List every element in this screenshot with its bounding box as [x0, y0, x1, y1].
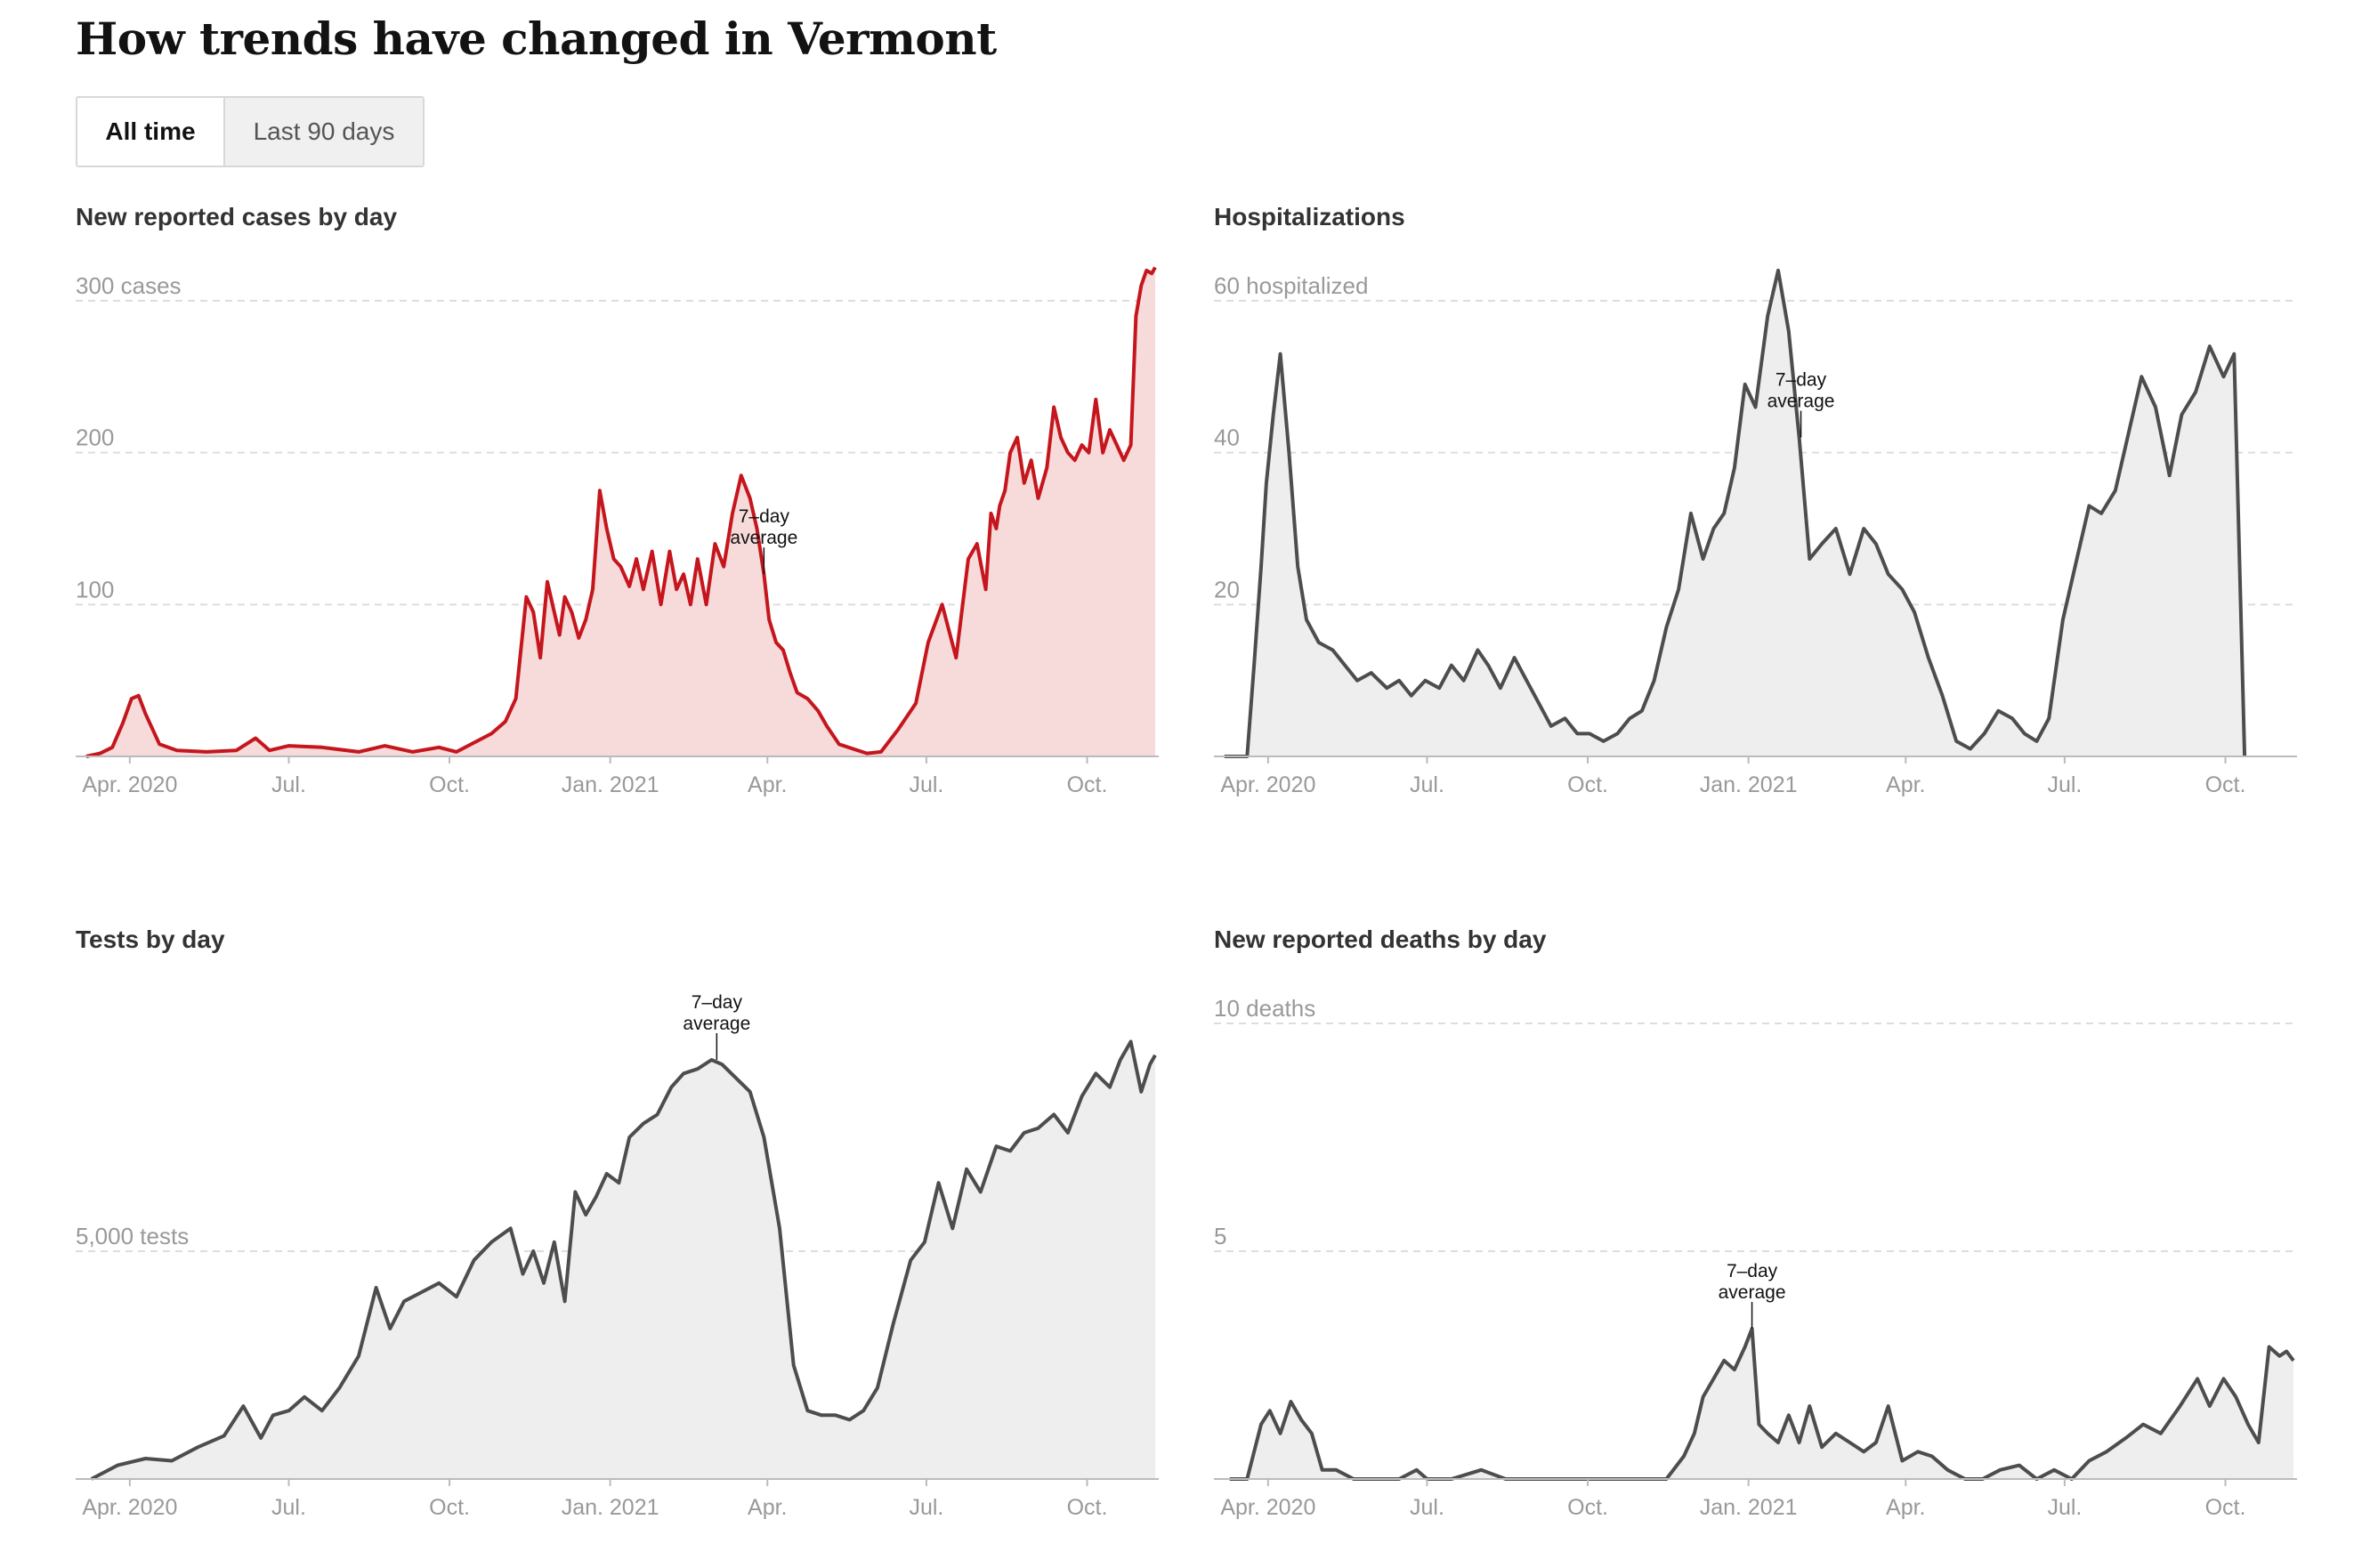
hospitalizations-area: [1224, 270, 2245, 756]
cases-chart-title: New reported cases by day: [76, 203, 398, 230]
deaths-annotation-label: average: [1719, 1282, 1786, 1303]
tests-x-tick-label: Jul.: [271, 1495, 306, 1520]
hospitalizations-chart-panel: Hospitalizations 20 40 60 hospitalized Apr.…: [1214, 203, 2300, 826]
deaths-chart-panel: New reported deaths by day 5 10 deaths Apr…: [1214, 925, 2300, 1548]
all-time-button[interactable]: All time: [77, 98, 223, 166]
cases-x-tick-label: Jul.: [271, 772, 306, 797]
tests-chart: 5,000 tests Apr. 2020 Jul. Oct. Jan. 2021 Apr…: [76, 992, 1159, 1520]
cases-chart-panel: New reported cases by day 100 200 300 case…: [76, 203, 1161, 826]
hospitalizations-y-tick-label: 20: [1214, 576, 1240, 602]
deaths-chart: 5 10 deaths Apr. 2020 Jul. Oct. Jan. 2021 Apr.…: [1214, 995, 2297, 1520]
deaths-x-tick-label: Jul.: [2047, 1495, 2082, 1520]
deaths-x-tick-label: Apr.: [1886, 1495, 1925, 1520]
tests-annotation-label: average: [683, 1014, 750, 1034]
cases-series-line: [85, 266, 1157, 758]
hospitalizations-annotation-label: 7–day: [1776, 370, 1827, 391]
page-title: How trends have changed in Vermont: [76, 12, 997, 65]
tests-annotation-label: 7–day: [692, 992, 743, 1013]
deaths-x-tick-label: Jan. 2021: [1700, 1495, 1798, 1520]
hospitalizations-series-line: [1224, 268, 2247, 758]
cases-x-tick-label: Oct.: [429, 772, 470, 797]
time-range-toggle: All time Last 90 days: [76, 96, 425, 167]
deaths-annotation-label: 7–day: [1727, 1261, 1778, 1281]
deaths-y-tick-label: 5: [1214, 1223, 1226, 1249]
hospitalizations-x-tick-label: Oct.: [2205, 772, 2246, 797]
tests-x-tick-label: Oct.: [429, 1495, 470, 1520]
hospitalizations-chart: 20 40 60 hospitalized Apr. 2020 Jul. Oct. Jan.…: [1214, 268, 2297, 797]
hospitalizations-annotation-label: average: [1767, 392, 1835, 412]
cases-y-tick-label: 100: [76, 576, 114, 602]
tests-series-line: [90, 1039, 1157, 1481]
tests-chart-panel: Tests by day 5,000 tests Apr. 2020 Jul. Oct…: [76, 925, 1161, 1548]
tests-chart-title: Tests by day: [76, 925, 225, 953]
hospitalizations-x-tick-label: Jul.: [2047, 772, 2082, 797]
hospitalizations-x-tick-label: Apr.: [1886, 772, 1925, 797]
tests-area: [91, 1041, 1156, 1479]
cases-annotation-label: 7–day: [739, 506, 790, 527]
deaths-x-tick-label: Oct.: [1567, 1495, 1608, 1520]
last-90-days-button[interactable]: Last 90 days: [223, 98, 423, 166]
deaths-y-tick-label: 10 deaths: [1214, 995, 1315, 1022]
hospitalizations-chart-title: Hospitalizations: [1214, 203, 1405, 230]
cases-x-tick-label: Oct.: [1067, 772, 1108, 797]
cases-y-tick-label: 300 cases: [76, 272, 182, 299]
deaths-x-tick-label: Jul.: [1410, 1495, 1444, 1520]
tests-x-tick-label: Oct.: [1067, 1495, 1108, 1520]
cases-annotation-label: average: [730, 528, 797, 548]
cases-area: [85, 267, 1156, 756]
hospitalizations-x-tick-label: Oct.: [1567, 772, 1608, 797]
cases-x-tick-label: Apr.: [748, 772, 787, 797]
tests-x-tick-label: Apr.: [748, 1495, 787, 1520]
hospitalizations-y-tick-label: 40: [1214, 424, 1240, 451]
tests-x-tick-label: Apr. 2020: [82, 1495, 177, 1520]
deaths-area: [1229, 1329, 2294, 1479]
cases-y-tick-label: 200: [76, 424, 114, 451]
deaths-x-tick-label: Apr. 2020: [1220, 1495, 1315, 1520]
hospitalizations-y-tick-label: 60 hospitalized: [1214, 272, 1368, 299]
hospitalizations-x-tick-label: Apr. 2020: [1220, 772, 1315, 797]
hospitalizations-x-tick-label: Jul.: [1410, 772, 1444, 797]
hospitalizations-x-tick-label: Jan. 2021: [1700, 772, 1798, 797]
deaths-x-tick-label: Oct.: [2205, 1495, 2246, 1520]
cases-x-tick-label: Apr. 2020: [82, 772, 177, 797]
deaths-chart-title: New reported deaths by day: [1214, 925, 1547, 953]
tests-x-tick-label: Jul.: [909, 1495, 943, 1520]
tests-y-tick-label: 5,000 tests: [76, 1223, 189, 1249]
tests-x-tick-label: Jan. 2021: [562, 1495, 659, 1520]
cases-chart: 100 200 300 cases Apr. 2020 Jul. Oct. Jan. 202…: [76, 266, 1159, 797]
cases-x-tick-label: Jul.: [909, 772, 943, 797]
cases-x-tick-label: Jan. 2021: [562, 772, 659, 797]
